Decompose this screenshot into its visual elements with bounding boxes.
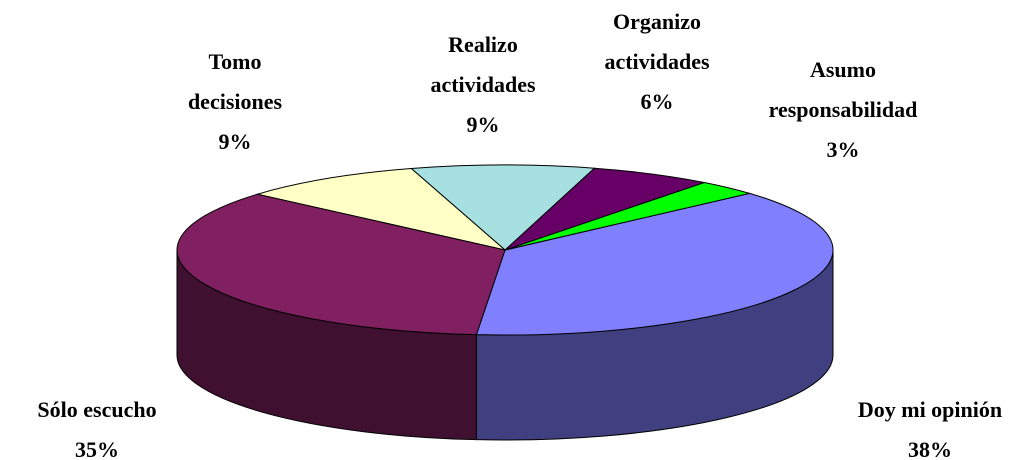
value-label: 3% — [826, 137, 860, 162]
slice-label: Sólo escucho 35% — [0, 390, 197, 460]
value-label: 38% — [908, 437, 952, 460]
category-label: Sólo escucho — [37, 397, 157, 422]
value-label: 6% — [640, 89, 674, 114]
category-label: Tomo decisiones — [187, 49, 283, 114]
value-label: 35% — [75, 437, 119, 460]
slice-label: Doy mi opinión 38% — [815, 390, 1036, 460]
value-label: 9% — [218, 129, 252, 154]
slice — [475, 192, 834, 336]
slice-label: Realizo actividades 9% — [403, 25, 563, 145]
category-label: Organizo actividades — [604, 9, 710, 74]
slice — [410, 164, 596, 251]
category-label: Realizo actividades — [430, 32, 536, 97]
category-label: Asumo responsabilidad — [768, 57, 918, 122]
slice-label: Asumo responsabilidad 3% — [733, 50, 953, 170]
slice-label: Organizo actividades 6% — [577, 2, 737, 122]
slice — [255, 168, 506, 251]
slice-label: Tomo decisiones 9% — [160, 42, 310, 162]
slice — [176, 193, 506, 336]
category-label: Doy mi opinión — [857, 397, 1003, 422]
slice — [504, 167, 707, 251]
value-label: 9% — [466, 112, 500, 137]
